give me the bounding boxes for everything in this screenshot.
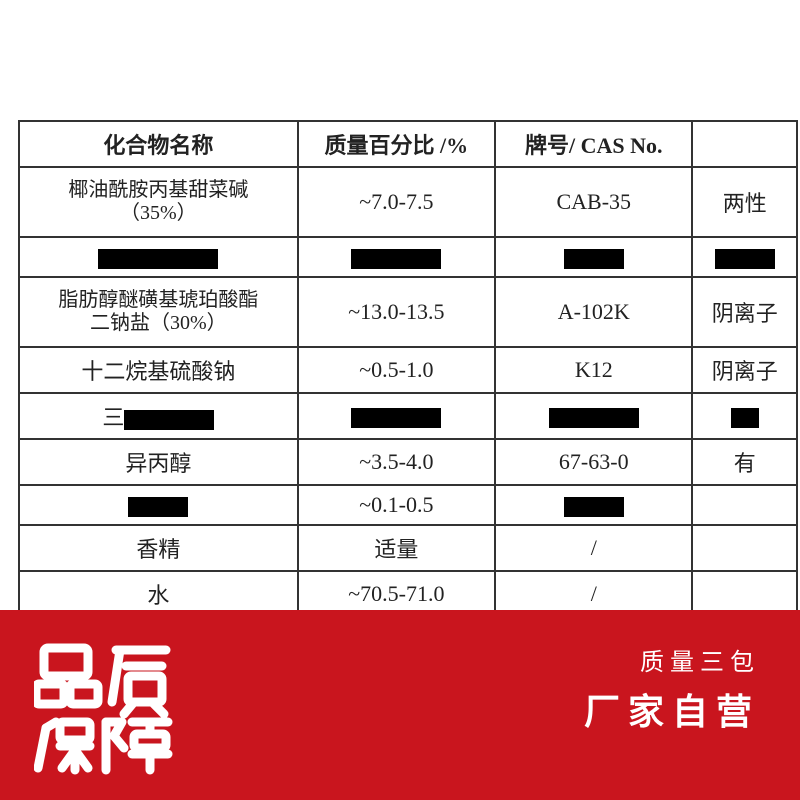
redaction-bar (549, 408, 639, 428)
cell-text: （35%） (120, 202, 197, 224)
table-row: ~0.1-0.5 (19, 485, 797, 525)
col-header-cas: 牌号/ CAS No. (495, 121, 692, 167)
cell-cas: A-102K (495, 277, 692, 347)
cell-name (19, 237, 298, 277)
cell-text: 椰油酰胺丙基甜菜碱 (68, 179, 248, 201)
cell-name (19, 485, 298, 525)
cell-pct: ~13.0-13.5 (298, 277, 495, 347)
cell-cat: 阴离子 (692, 347, 797, 393)
table-row: 椰油酰胺丙基甜菜碱 （35%） ~7.0-7.5 CAB-35 两性 (19, 167, 797, 237)
col-header-pct: 质量百分比 /% (298, 121, 495, 167)
redaction-bar (124, 410, 214, 430)
cell-name: 椰油酰胺丙基甜菜碱 （35%） (19, 167, 298, 237)
table-row: 三 (19, 393, 797, 439)
table-row (19, 237, 797, 277)
cell-text: 脂肪醇醚磺基琥珀酸酯 (58, 289, 258, 311)
cell-cas: CAB-35 (495, 167, 692, 237)
page: 化合物名称 质量百分比 /% 牌号/ CAS No. 椰油酰胺丙基甜菜碱 （35… (0, 0, 800, 800)
cell-name: 脂肪醇醚磺基琥珀酸酯 二钠盐（30%） (19, 277, 298, 347)
table-row: 十二烷基硫酸钠 ~0.5-1.0 K12 阴离子 (19, 347, 797, 393)
redaction-bar (731, 408, 759, 428)
cell-cat: 有 (692, 439, 797, 485)
banner-subtitle: 质量三包 (584, 642, 760, 677)
cell-cas: / (495, 525, 692, 571)
cell-cat (692, 237, 797, 277)
redaction-bar (128, 497, 188, 517)
cell-pct: ~7.0-7.5 (298, 167, 495, 237)
table-body: 椰油酰胺丙基甜菜碱 （35%） ~7.0-7.5 CAB-35 两性 (19, 167, 797, 617)
table-header-row: 化合物名称 质量百分比 /% 牌号/ CAS No. (19, 121, 797, 167)
cell-name: 异丙醇 (19, 439, 298, 485)
redaction-bar (564, 497, 624, 517)
cell-name: 香精 (19, 525, 298, 571)
col-header-cat (692, 121, 797, 167)
cell-cas: 67-63-0 (495, 439, 692, 485)
cell-cat (692, 525, 797, 571)
banner-title: 厂家自营 (584, 683, 760, 735)
cell-cat (692, 485, 797, 525)
cell-cas (495, 393, 692, 439)
cell-text: 三 (102, 405, 124, 430)
cell-cat (692, 393, 797, 439)
banner-left-calligraphy (34, 636, 274, 776)
cell-pct: 适量 (298, 525, 495, 571)
banner-right-text: 质量三包 厂家自营 (584, 642, 760, 735)
cell-cat: 两性 (692, 167, 797, 237)
table-row: 香精 适量 / (19, 525, 797, 571)
table-row: 脂肪醇醚磺基琥珀酸酯 二钠盐（30%） ~13.0-13.5 A-102K 阴离… (19, 277, 797, 347)
cell-cas: K12 (495, 347, 692, 393)
cell-pct (298, 393, 495, 439)
cell-cas (495, 485, 692, 525)
col-header-name: 化合物名称 (19, 121, 298, 167)
redaction-bar (715, 249, 775, 269)
cell-text: 二钠盐（30%） (90, 312, 227, 334)
cell-pct: ~0.1-0.5 (298, 485, 495, 525)
cell-cas (495, 237, 692, 277)
redaction-bar (351, 249, 441, 269)
table-row: 异丙醇 ~3.5-4.0 67-63-0 有 (19, 439, 797, 485)
cell-pct (298, 237, 495, 277)
redaction-bar (351, 408, 441, 428)
redaction-bar (564, 249, 624, 269)
cell-pct: ~3.5-4.0 (298, 439, 495, 485)
cell-name: 十二烷基硫酸钠 (19, 347, 298, 393)
composition-table: 化合物名称 质量百分比 /% 牌号/ CAS No. 椰油酰胺丙基甜菜碱 （35… (18, 120, 798, 618)
cell-name: 三 (19, 393, 298, 439)
cell-cat: 阴离子 (692, 277, 797, 347)
cell-pct: ~0.5-1.0 (298, 347, 495, 393)
promo-banner: 质量三包 厂家自营 (0, 610, 800, 800)
composition-table-region: 化合物名称 质量百分比 /% 牌号/ CAS No. 椰油酰胺丙基甜菜碱 （35… (18, 120, 798, 618)
redaction-bar (98, 249, 218, 269)
